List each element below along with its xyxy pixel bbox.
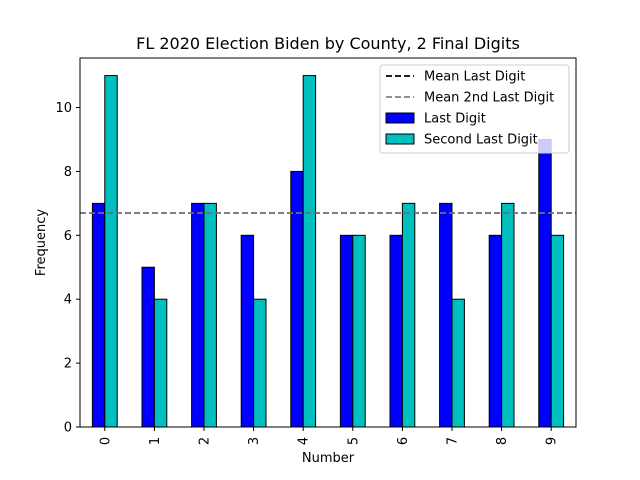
x-axis-title: Number xyxy=(302,451,355,466)
legend-label-second-last-digit: Second Last Digit xyxy=(424,133,538,148)
legend-items: Mean Last Digit Mean 2nd Last Digit Last D… xyxy=(385,70,554,148)
y-tick-label: 6 xyxy=(64,229,72,244)
bar-second-last-digit-6 xyxy=(401,202,416,428)
y-tick-label: 8 xyxy=(64,165,72,180)
bar-second-last-digit-1 xyxy=(153,298,168,428)
legend: Mean Last Digit Mean 2nd Last Digit Last D… xyxy=(379,64,570,154)
bar-second-last-digit-7 xyxy=(451,298,465,428)
ticks-layer: 0 2 4 6 8 10 0 1 2 3 4 5 6 7 8 9 xyxy=(55,101,559,445)
legend-label-mean-2nd-last-digit: Mean 2nd Last Digit xyxy=(424,91,554,106)
bar-last-digit-9 xyxy=(538,138,552,428)
y-tick-label: 4 xyxy=(64,293,72,308)
x-tick-label: 0 xyxy=(98,437,113,445)
legend-label-last-digit: Last Digit xyxy=(424,112,486,127)
bars-layer xyxy=(91,75,565,428)
bar-last-digit-8 xyxy=(488,234,503,428)
x-tick-label: 7 xyxy=(446,437,461,445)
y-tick-label: 2 xyxy=(64,357,72,372)
legend-label-mean-last-digit: Mean Last Digit xyxy=(424,70,525,85)
x-tick-label: 8 xyxy=(495,437,510,445)
bar-last-digit-4 xyxy=(290,170,304,428)
x-tick-label: 3 xyxy=(247,437,262,445)
x-tick-label: 1 xyxy=(148,437,163,445)
axes-frame xyxy=(79,57,577,428)
bar-second-last-digit-9 xyxy=(550,234,565,428)
bar-last-digit-3 xyxy=(240,234,255,428)
x-tick-label: 4 xyxy=(297,437,312,445)
bar-last-digit-6 xyxy=(389,234,403,428)
y-tick-label: 0 xyxy=(64,421,72,436)
legend-swatch-last-digit xyxy=(385,112,415,124)
legend-box xyxy=(379,64,570,154)
bar-second-last-digit-0 xyxy=(104,75,118,428)
y-tick-label: 10 xyxy=(55,101,72,116)
bar-last-digit-0 xyxy=(91,202,106,428)
x-tick-label: 5 xyxy=(346,437,361,445)
bar-second-last-digit-2 xyxy=(203,202,217,428)
y-axis-title: Frequency xyxy=(34,209,49,276)
bar-second-last-digit-5 xyxy=(352,234,366,428)
x-tick-label: 2 xyxy=(198,437,213,445)
x-tick-label: 6 xyxy=(396,437,411,445)
bar-second-last-digit-4 xyxy=(302,75,317,428)
bar-second-last-digit-8 xyxy=(501,202,515,428)
x-tick-label: 9 xyxy=(545,437,560,445)
bar-last-digit-1 xyxy=(141,266,155,428)
bar-last-digit-5 xyxy=(339,234,354,428)
bar-last-digit-2 xyxy=(191,202,205,428)
bar-last-digit-7 xyxy=(439,202,453,428)
bar-second-last-digit-3 xyxy=(253,298,267,428)
chart-title: FL 2020 Election Biden by County, 2 Fina… xyxy=(136,34,520,53)
legend-swatch-second-last-digit xyxy=(385,133,415,145)
